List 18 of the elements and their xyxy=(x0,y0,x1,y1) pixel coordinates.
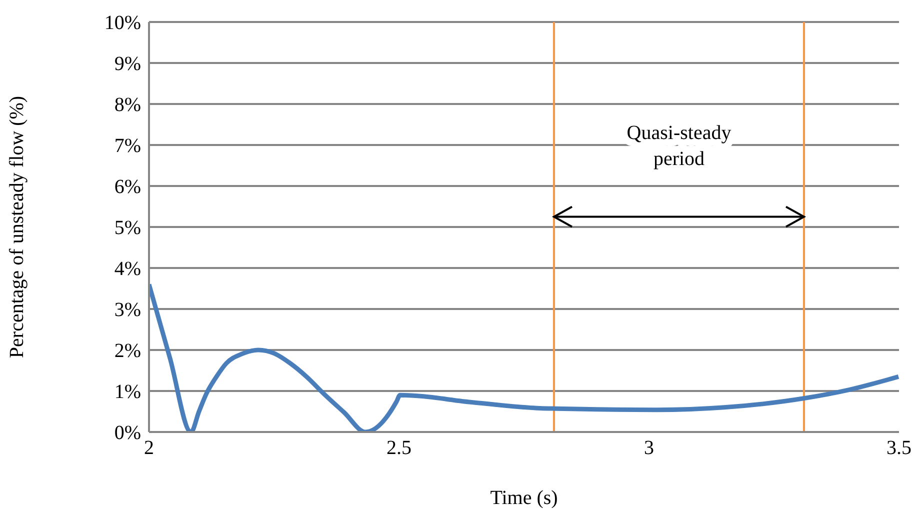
x-tick-label: 2.5 xyxy=(386,437,412,460)
y-tick-label: 6% xyxy=(114,176,141,198)
x-tick-label: 3.5 xyxy=(886,437,912,460)
y-tick-label: 2% xyxy=(114,340,141,362)
annotation: Quasi-steady period xyxy=(626,122,732,170)
y-axis-title: Percentage of unsteady flow (%) xyxy=(6,96,28,358)
y-tick-label: 10% xyxy=(104,12,141,34)
y-tick-label: 9% xyxy=(114,53,141,76)
y-tick-label: 4% xyxy=(114,258,141,280)
y-tick-label: 8% xyxy=(114,94,141,116)
y-tick-label: 1% xyxy=(114,381,141,404)
y-tick-label: 0% xyxy=(114,422,141,444)
y-tick-label: 5% xyxy=(114,217,141,240)
y-tick-label: 3% xyxy=(114,299,141,322)
y-tick-label: 7% xyxy=(114,135,141,158)
x-axis-title: Time (s) xyxy=(490,487,558,509)
x-tick-label: 2 xyxy=(144,437,154,460)
x-tick-label: 3 xyxy=(644,437,654,460)
